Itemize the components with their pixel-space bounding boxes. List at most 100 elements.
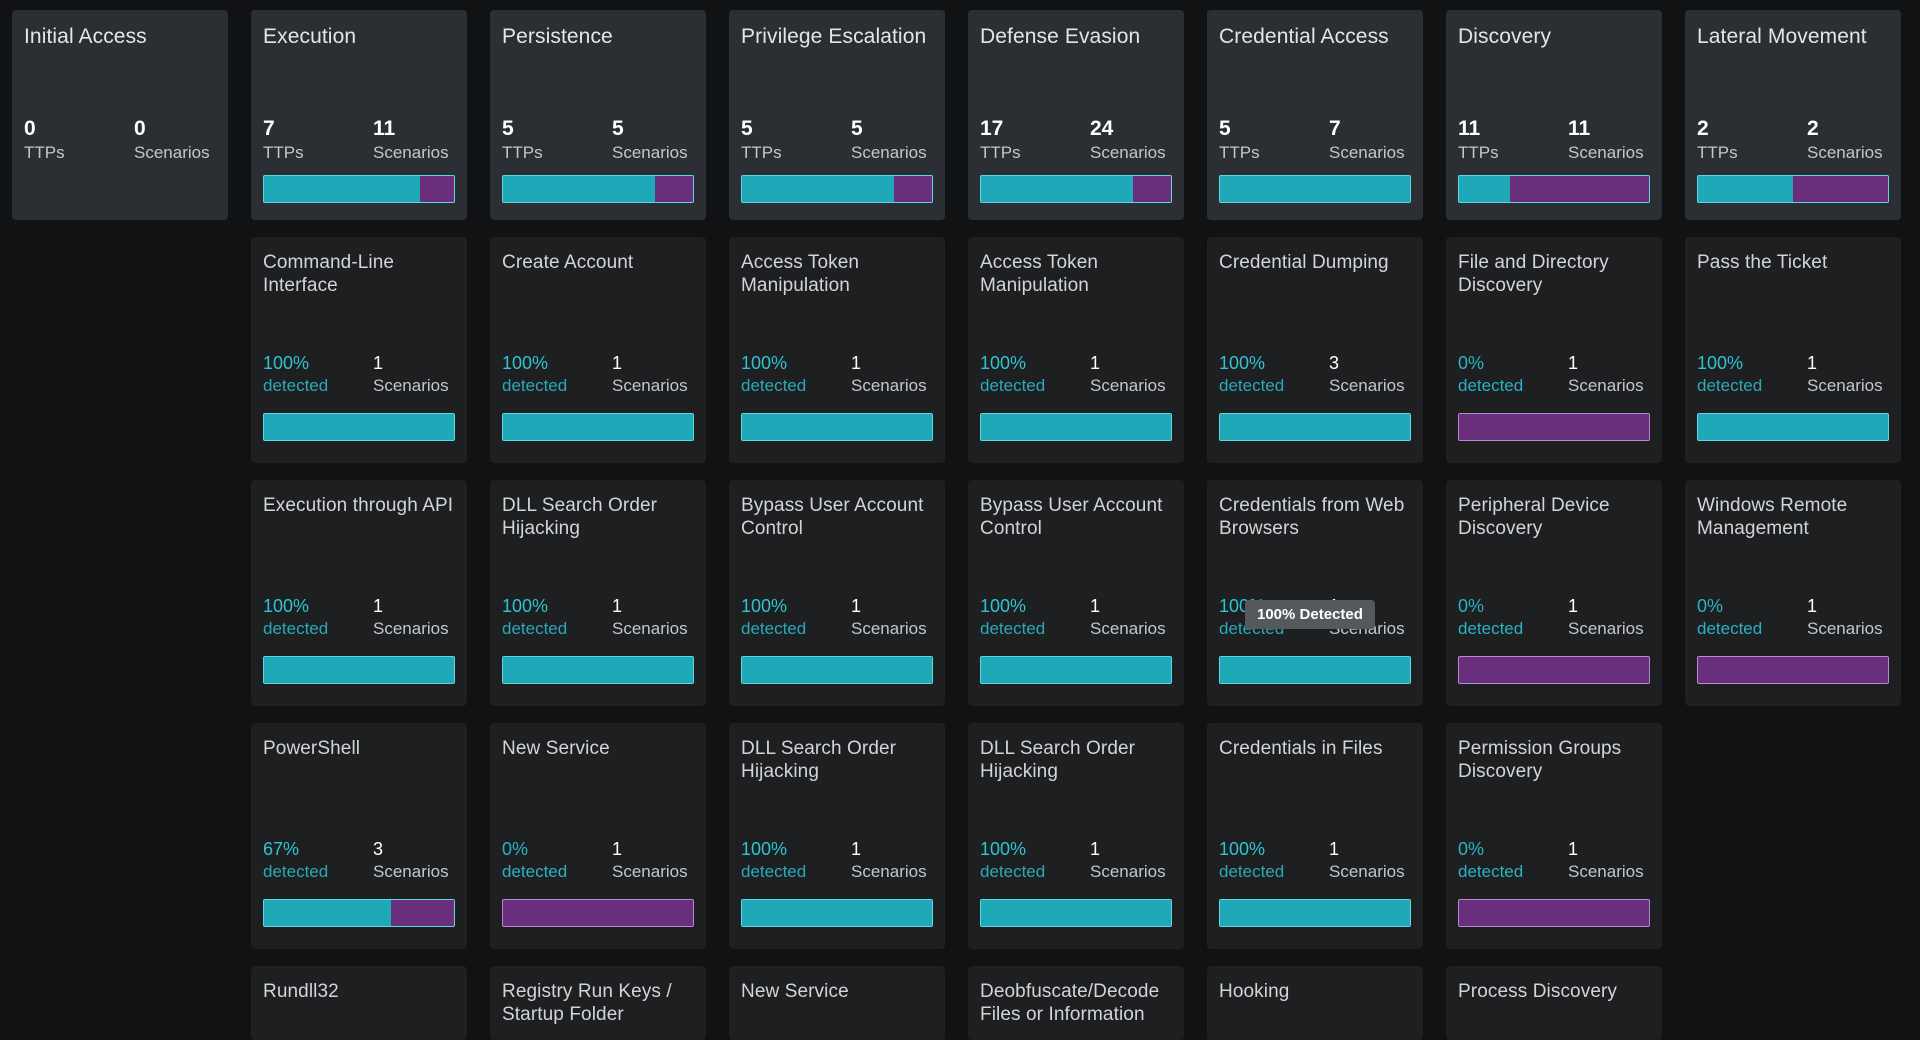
technique-title: Credentials in Files: [1219, 738, 1383, 759]
scenario-count-value: 1: [1090, 596, 1101, 616]
technique-card-bypass-user-account-control[interactable]: Bypass User Account Control 100% detected 1…: [968, 480, 1184, 706]
technique-card-dll-search-order-hijacking[interactable]: DLL Search Order Hijacking 100% detected 1 S…: [490, 480, 706, 706]
scenario-count: 1 Scenarios: [1090, 594, 1172, 640]
technique-detection-bar: [263, 656, 455, 684]
technique-card-pass-the-ticket[interactable]: Pass the Ticket 100% detected 1 Scenarios: [1685, 237, 1901, 463]
technique-card-new-service[interactable]: New Service 0% detected 1 Scenarios: [490, 723, 706, 949]
tactic-detection-bar: [741, 175, 933, 203]
technique-card-hooking[interactable]: Hooking: [1207, 966, 1423, 1040]
scenario-count: 11 Scenarios: [373, 116, 455, 164]
technique-card-bypass-user-account-control[interactable]: Bypass User Account Control 100% detected 1…: [729, 480, 945, 706]
tactic-card-lateral-movement[interactable]: Lateral Movement 2 TTPs 2 Scenarios: [1685, 10, 1901, 220]
undetected-fill: [1459, 414, 1649, 440]
technique-title: Access Token Manipulation: [980, 252, 1099, 296]
scenario-count-label: Scenarios: [612, 143, 688, 162]
technique-card-access-token-manipulation[interactable]: Access Token Manipulation 100% detected 1 Sc…: [968, 237, 1184, 463]
technique-card-file-and-directory-discovery[interactable]: File and Directory Discovery 0% detected 1 S…: [1446, 237, 1662, 463]
technique-card-credentials-in-files[interactable]: Credentials in Files 100% detected 1 Scenari…: [1207, 723, 1423, 949]
tactic-card-defense-evasion[interactable]: Defense Evasion 17 TTPs 24 Scenarios: [968, 10, 1184, 220]
ttp-count-label: TTPs: [1697, 143, 1738, 162]
technique-card-deobfuscate-decode-files-or-information[interactable]: Deobfuscate/Decode Files or Information: [968, 966, 1184, 1040]
technique-stats: 0% detected 1 Scenarios: [1458, 837, 1650, 883]
scenario-count-value: 1: [1329, 839, 1340, 859]
detection-rate-value: 0%: [1458, 596, 1485, 616]
tactic-title: Lateral Movement: [1697, 25, 1867, 48]
tactic-card-discovery[interactable]: Discovery 11 TTPs 11 Scenarios: [1446, 10, 1662, 220]
technique-card-create-account[interactable]: Create Account 100% detected 1 Scenarios: [490, 237, 706, 463]
scenario-count-value: 7: [1329, 117, 1341, 140]
tactic-title: Credential Access: [1219, 25, 1389, 48]
scenario-count: 1 Scenarios: [1568, 351, 1650, 397]
scenario-count-label: Scenarios: [1568, 143, 1644, 162]
scenario-count-label: Scenarios: [851, 376, 927, 395]
detection-rate-label: detected: [1458, 862, 1524, 881]
technique-card-rundll32[interactable]: Rundll32: [251, 966, 467, 1040]
detected-fill: [1698, 414, 1888, 440]
tactic-card-execution[interactable]: Execution 7 TTPs 11 Scenarios: [251, 10, 467, 220]
undetected-fill: [1793, 176, 1888, 202]
technique-title: Command-Line Interface: [263, 252, 395, 296]
technique-title: Hooking: [1219, 981, 1290, 1002]
tactic-card-privilege-escalation[interactable]: Privilege Escalation 5 TTPs 5 Scenarios: [729, 10, 945, 220]
tactic-title: Initial Access: [24, 25, 147, 48]
technique-stats: 100% detected 1 Scenarios: [1697, 351, 1889, 397]
ttp-count: 2 TTPs: [1697, 116, 1738, 164]
detection-rate: 100% detected: [741, 351, 806, 397]
detection-rate-label: detected: [1697, 619, 1763, 638]
technique-card-registry-run-keys-startup-folder[interactable]: Registry Run Keys / Startup Folder: [490, 966, 706, 1040]
technique-title: Registry Run Keys / Startup Folder: [502, 981, 672, 1025]
technique-stats: 100% detected 1 Scenarios: [502, 351, 694, 397]
technique-card-process-discovery[interactable]: Process Discovery: [1446, 966, 1662, 1040]
scenario-count: 0 Scenarios: [134, 116, 216, 164]
technique-title: File and Directory Discovery: [1458, 252, 1609, 296]
scenario-count-value: 1: [1807, 353, 1818, 373]
technique-title: Bypass User Account Control: [741, 495, 924, 539]
technique-card-access-token-manipulation[interactable]: Access Token Manipulation 100% detected 1 Sc…: [729, 237, 945, 463]
undetected-fill: [894, 176, 932, 202]
detection-rate: 100% detected: [980, 594, 1045, 640]
technique-stats: 0% detected 1 Scenarios: [502, 837, 694, 883]
technique-card-powershell[interactable]: PowerShell 67% detected 3 Scenarios: [251, 723, 467, 949]
undetected-fill: [1459, 900, 1649, 926]
scenario-count: 1 Scenarios: [1090, 351, 1172, 397]
technique-card-dll-search-order-hijacking[interactable]: DLL Search Order Hijacking 100% detected 1 S…: [968, 723, 1184, 949]
technique-card-new-service[interactable]: New Service: [729, 966, 945, 1040]
scenario-count-label: Scenarios: [612, 619, 688, 638]
detected-fill: [981, 414, 1171, 440]
technique-title: PowerShell: [263, 738, 361, 759]
scenario-count-label: Scenarios: [1329, 376, 1405, 395]
tactic-card-initial-access[interactable]: Initial Access 0 TTPs 0 Scenarios: [12, 10, 228, 220]
technique-card-windows-remote-management[interactable]: Windows Remote Management 0% detected 1 Scen…: [1685, 480, 1901, 706]
ttp-count-label: TTPs: [741, 143, 782, 162]
technique-title: Pass the Ticket: [1697, 252, 1828, 273]
scenario-count: 1 Scenarios: [373, 594, 455, 640]
scenario-count: 5 Scenarios: [851, 116, 933, 164]
scenario-count-value: 1: [851, 596, 862, 616]
detected-fill: [264, 900, 392, 926]
detection-rate: 0% detected: [1697, 594, 1762, 640]
technique-detection-bar: [263, 899, 455, 927]
detection-rate: 0% detected: [1458, 837, 1523, 883]
technique-card-execution-through-api[interactable]: Execution through API 100% detected 1 Scenar…: [251, 480, 467, 706]
detection-rate: 100% detected: [980, 351, 1045, 397]
technique-card-permission-groups-discovery[interactable]: Permission Groups Discovery 0% detected 1 Sc…: [1446, 723, 1662, 949]
technique-card-credentials-from-web-browsers[interactable]: Credentials from Web Browsers100%detecte…: [1207, 480, 1423, 706]
technique-stats: 100% detected 1 Scenarios: [741, 837, 933, 883]
tactic-card-persistence[interactable]: Persistence 5 TTPs 5 Scenarios: [490, 10, 706, 220]
detection-rate: 0% detected: [1458, 594, 1523, 640]
technique-title: Execution through API: [263, 495, 454, 516]
detection-rate-label: detected: [741, 376, 807, 395]
technique-card-credential-dumping[interactable]: Credential Dumping 100% detected 3 Scenarios: [1207, 237, 1423, 463]
detection-tooltip: 100% Detected: [1245, 600, 1375, 629]
scenario-count: 1 Scenarios: [851, 594, 933, 640]
technique-card-command-line-interface[interactable]: Command-Line Interface 100% detected 1 Scena…: [251, 237, 467, 463]
scenario-count-value: 1: [1568, 596, 1579, 616]
technique-card-peripheral-device-discovery[interactable]: Peripheral Device Discovery 0% detected 1 Sc…: [1446, 480, 1662, 706]
detected-fill: [1220, 176, 1410, 202]
technique-card-dll-search-order-hijacking[interactable]: DLL Search Order Hijacking 100% detected 1 S…: [729, 723, 945, 949]
detection-rate-value: 100%: [741, 839, 788, 859]
technique-title: Windows Remote Management: [1697, 495, 1848, 539]
ttp-count: 7 TTPs: [263, 116, 304, 164]
tactic-card-credential-access[interactable]: Credential Access 5 TTPs 7 Scenarios: [1207, 10, 1423, 220]
